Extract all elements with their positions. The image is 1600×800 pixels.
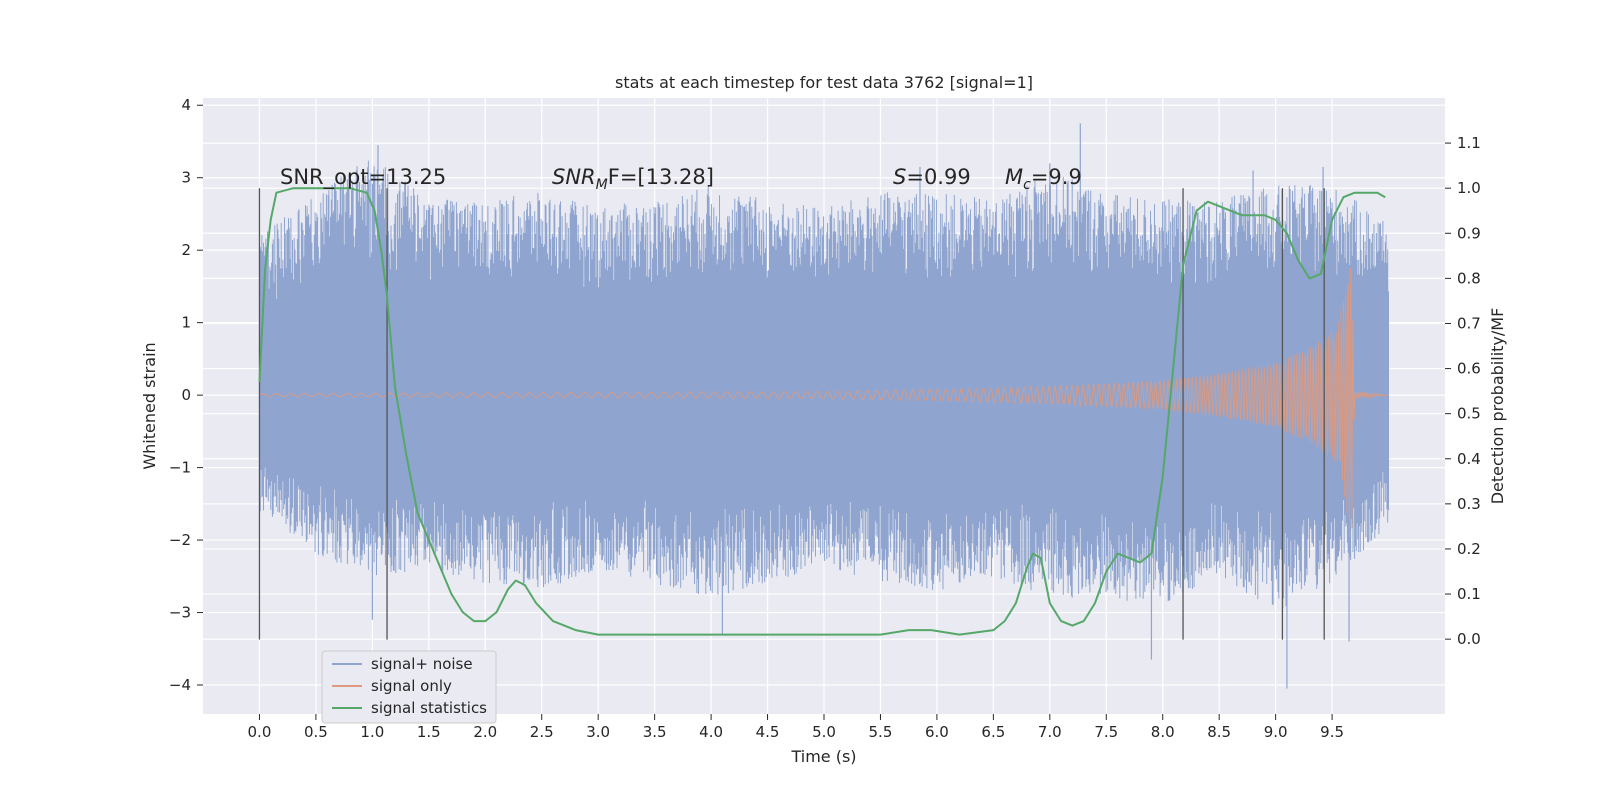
annotation-snr-mf-value: F=[13.28] (608, 165, 714, 189)
annotation-snr-mf-var: SNR (552, 165, 596, 189)
legend-label-signal-only: signal only (371, 677, 452, 695)
x-tick-label: 4.0 (699, 723, 723, 741)
x-tick-label: 4.5 (756, 723, 780, 741)
x-axis-ticks: 0.0 0.5 1.0 1.5 2.0 2.5 3.0 3.5 4.0 4.5 5.0 5.5 6.0 6… (248, 714, 1344, 741)
y-tick-label: 1 (181, 314, 191, 332)
y2-tick-label: 0.4 (1457, 450, 1481, 468)
y-tick-label: 3 (181, 169, 191, 187)
x-tick-label: 7.5 (1094, 723, 1118, 741)
annotation-mc: Mc=9.9 (1005, 165, 1082, 193)
x-tick-label: 3.5 (643, 723, 667, 741)
x-tick-label: 5.0 (812, 723, 836, 741)
y2-tick-label: 0.3 (1457, 495, 1481, 513)
x-tick-label: 8.0 (1151, 723, 1175, 741)
signal-only-line (259, 268, 1389, 538)
series-signal-statistics (258, 187, 1386, 636)
x-tick-label: 6.5 (981, 723, 1005, 741)
annotation-s-var: S (893, 165, 906, 189)
signal-statistics-line (258, 187, 1386, 636)
legend-box (321, 650, 497, 724)
y-tick-label: −3 (169, 604, 191, 622)
y2-tick-label: 0.1 (1457, 585, 1481, 603)
y2-tick-label: 0.0 (1457, 630, 1481, 648)
annotation-snr-mf-sub: M (596, 177, 608, 193)
y-tick-label: 4 (181, 96, 191, 114)
chart-title: stats at each timestep for test data 376… (615, 73, 1033, 92)
y-tick-label: −4 (169, 676, 191, 694)
y2-tick-label: 0.2 (1457, 540, 1481, 558)
x-tick-label: 2.5 (530, 723, 554, 741)
x-tick-label: 3.0 (586, 723, 610, 741)
x-tick-label: 6.0 (925, 723, 949, 741)
legend-label-signal-statistics: signal statistics (371, 699, 487, 717)
x-tick-label: 9.0 (1264, 723, 1288, 741)
y-axis-ticks: −4 −3 −2 −1 0 1 2 3 4 (169, 96, 203, 694)
x-tick-label: 1.5 (417, 723, 441, 741)
y-axis-label: Whitened strain (140, 342, 159, 469)
annotation-mc-sub: c (1023, 177, 1031, 193)
y2-tick-label: 1.1 (1457, 134, 1481, 152)
series-signal-only (259, 268, 1389, 538)
x-tick-label: 5.5 (869, 723, 893, 741)
annotation-mc-var: M (1005, 165, 1023, 189)
x-tick-label: 9.5 (1320, 723, 1344, 741)
y2-tick-label: 1.0 (1457, 179, 1481, 197)
y2-tick-label: 0.9 (1457, 224, 1481, 242)
legend: signal+ noise signal only signal statist… (321, 650, 497, 724)
y2-axis-ticks: 0.0 0.1 0.2 0.3 0.4 0.5 0.6 0.7 0.8 0.9 1.0 1.1 (1445, 134, 1481, 648)
x-axis-label: Time (s) (790, 747, 856, 766)
annotation-s: S=0.99 (893, 165, 971, 189)
y2-tick-label: 0.8 (1457, 269, 1481, 287)
x-tick-label: 0.5 (304, 723, 328, 741)
x-tick-label: 2.0 (473, 723, 497, 741)
y-tick-label: −2 (169, 531, 191, 549)
annotation-mc-value: =9.9 (1031, 165, 1082, 189)
y2-tick-label: 0.7 (1457, 314, 1481, 332)
y-tick-label: 2 (181, 241, 191, 259)
annotation-s-value: =0.99 (906, 165, 970, 189)
y2-tick-label: 0.5 (1457, 405, 1481, 423)
y2-tick-label: 0.6 (1457, 360, 1481, 378)
x-tick-label: 7.0 (1038, 723, 1062, 741)
legend-label-signal-noise: signal+ noise (371, 655, 473, 673)
x-tick-label: 0.0 (248, 723, 272, 741)
annotation-snr-opt: SNR_opt=13.25 (280, 165, 446, 190)
x-tick-label: 1.0 (360, 723, 384, 741)
annotation-snr-mf: SNRMF=[13.28] (552, 165, 714, 193)
x-tick-label: 8.5 (1207, 723, 1231, 741)
y-tick-label: −1 (169, 459, 191, 477)
y2-axis-label: Detection probability/MF (1488, 308, 1507, 505)
y-tick-label: 0 (181, 386, 191, 404)
